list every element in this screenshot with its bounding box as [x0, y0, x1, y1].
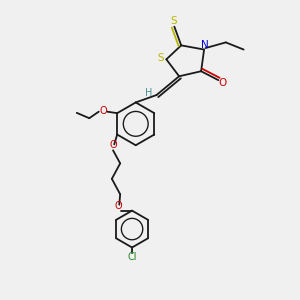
Text: O: O [115, 201, 122, 211]
Text: S: S [158, 53, 164, 63]
Text: Cl: Cl [127, 252, 137, 262]
Text: S: S [170, 16, 177, 26]
Text: O: O [109, 140, 117, 150]
Text: N: N [201, 40, 209, 50]
Text: O: O [100, 106, 107, 116]
Text: H: H [146, 88, 153, 98]
Text: O: O [219, 77, 227, 88]
